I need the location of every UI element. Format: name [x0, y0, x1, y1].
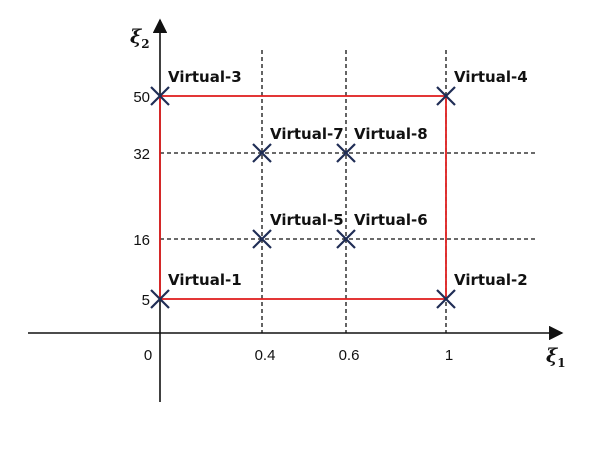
- point-virtual-6: Virtual-6: [336, 211, 428, 249]
- x-tick-label: 1: [445, 347, 453, 364]
- point-virtual-4: Virtual-4: [436, 68, 528, 106]
- point-virtual-3: Virtual-3: [150, 68, 242, 106]
- point-label: Virtual-2: [454, 271, 528, 289]
- cross-marker: [436, 289, 456, 309]
- cross-marker: [252, 229, 272, 249]
- y-tick-label: 5: [142, 292, 150, 309]
- x-tick-label: 0: [144, 347, 152, 364]
- point-virtual-7: Virtual-7: [252, 125, 344, 163]
- point-label: Virtual-8: [354, 125, 428, 143]
- point-label: Virtual-5: [270, 211, 344, 229]
- point-virtual-2: Virtual-2: [436, 271, 528, 309]
- x-tick-label: 0.6: [339, 347, 360, 364]
- cross-marker: [150, 86, 170, 106]
- region-boundary: [159, 95, 447, 300]
- y-tick-label: 16: [133, 232, 150, 249]
- cross-marker: [436, 86, 456, 106]
- tick-labels: 0 0.4 0.6 1 5 16 32 50: [133, 89, 453, 364]
- cross-marker: [252, 143, 272, 163]
- point-label: Virtual-3: [168, 68, 242, 86]
- point-virtual-1: Virtual-1: [150, 271, 242, 309]
- dashed-grid: [160, 50, 535, 333]
- y-axis-title: ξ2: [130, 26, 150, 51]
- cross-marker: [336, 229, 356, 249]
- y-tick-label: 32: [133, 146, 150, 163]
- x-tick-label: 0.4: [255, 347, 276, 364]
- point-label: Virtual-1: [168, 271, 242, 289]
- point-label: Virtual-4: [454, 68, 528, 86]
- x-axis-title: ξ1: [546, 345, 566, 370]
- cross-marker: [336, 143, 356, 163]
- point-virtual-8: Virtual-8: [336, 125, 428, 163]
- sample-points: Virtual-1 Virtual-2 Virtual-3 Virtual-4 Virt…: [150, 68, 528, 309]
- y-tick-label: 50: [133, 89, 150, 106]
- point-virtual-5: Virtual-5: [252, 211, 344, 249]
- cross-marker: [150, 289, 170, 309]
- point-label: Virtual-7: [270, 125, 344, 143]
- design-region: [159, 95, 447, 300]
- point-label: Virtual-6: [354, 211, 428, 229]
